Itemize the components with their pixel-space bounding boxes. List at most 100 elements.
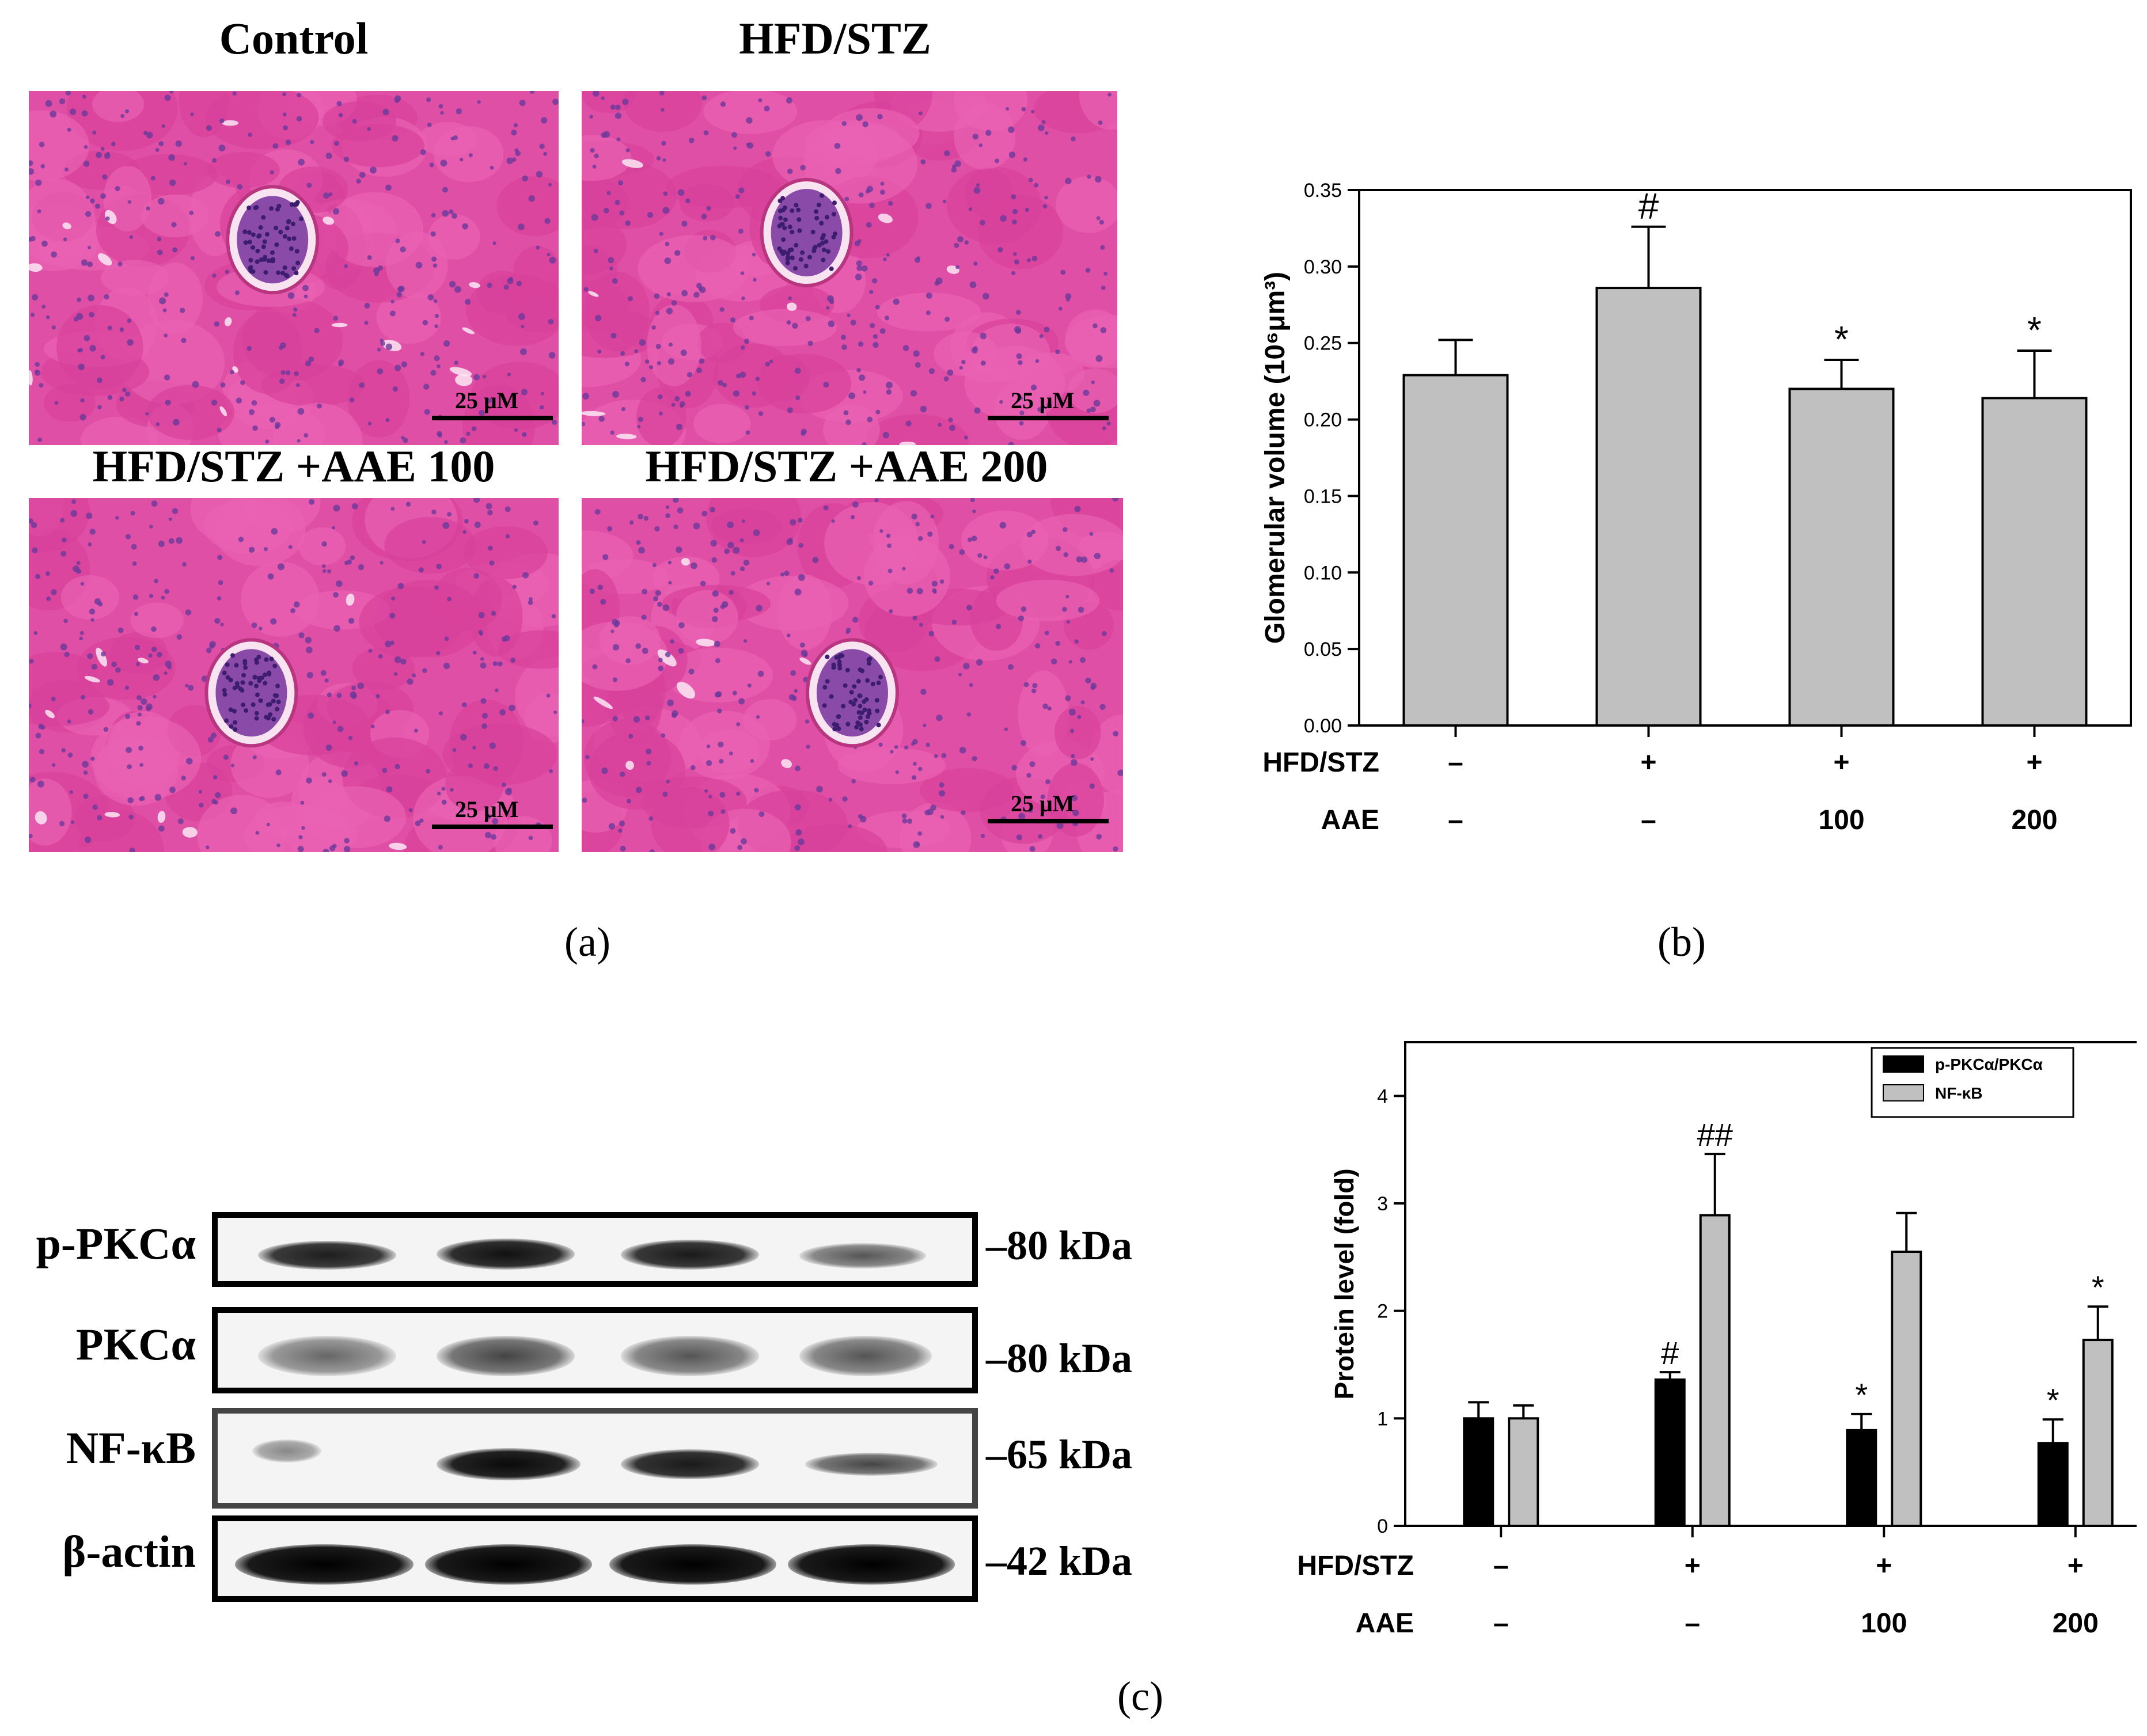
nucleus — [837, 653, 843, 658]
nucleus — [983, 293, 989, 300]
nucleus — [756, 715, 760, 719]
nucleus — [71, 499, 77, 504]
nucleus — [906, 818, 913, 824]
nucleus — [519, 348, 527, 355]
nucleus — [437, 791, 441, 796]
nucleus — [1044, 630, 1049, 636]
nucleus — [1072, 810, 1079, 816]
nucleus — [817, 242, 822, 248]
nucleus — [980, 360, 986, 366]
nucleus — [690, 765, 696, 770]
nucleus — [1062, 527, 1068, 533]
nucleus — [35, 179, 42, 186]
nucleus — [629, 520, 634, 525]
nucleus — [31, 522, 37, 529]
nucleus — [856, 265, 863, 272]
nucleus — [514, 428, 518, 432]
nucleus — [101, 651, 106, 657]
nucleus — [305, 636, 312, 644]
nucleus — [230, 653, 236, 658]
nucleus — [333, 504, 340, 512]
nucleus — [234, 681, 240, 686]
nucleus — [674, 250, 681, 256]
nucleus — [780, 572, 784, 577]
nucleus — [1074, 506, 1081, 512]
nucleus — [1063, 552, 1069, 557]
tubule-region — [651, 787, 730, 852]
nucleus — [1066, 620, 1070, 624]
bar — [2082, 1339, 2114, 1527]
nucleus — [136, 695, 142, 701]
nucleus — [657, 602, 662, 607]
y-axis-label: Glomerular volume (10⁶μm³) — [1260, 272, 1291, 644]
nucleus — [824, 239, 829, 244]
nucleus — [625, 148, 630, 153]
nucleus — [217, 596, 222, 601]
nucleus — [671, 402, 676, 407]
nucleus — [855, 720, 860, 725]
lumen — [799, 658, 811, 665]
nucleus — [977, 553, 983, 558]
nucleus — [83, 793, 89, 799]
nucleus — [37, 780, 44, 788]
nucleus — [894, 745, 898, 749]
nucleus — [856, 576, 861, 580]
nucleus — [744, 339, 750, 344]
nucleus — [298, 158, 305, 166]
nucleus — [151, 500, 158, 507]
nucleus — [254, 660, 259, 665]
nucleus — [708, 810, 714, 816]
nucleus — [125, 391, 131, 397]
nucleus — [485, 503, 492, 510]
nucleus — [1047, 706, 1052, 711]
nucleus — [549, 256, 556, 264]
nucleus — [1109, 568, 1114, 573]
nucleus — [344, 560, 349, 565]
nucleus — [610, 104, 616, 110]
nucleus — [479, 409, 485, 416]
nucleus — [1016, 353, 1022, 359]
tubule-region — [647, 304, 701, 386]
nucleus — [609, 267, 613, 271]
nucleus — [168, 517, 172, 521]
nucleus — [546, 693, 551, 698]
nucleus — [665, 513, 670, 518]
kda-label-pkca: –80 kDa — [986, 1335, 1133, 1381]
treatment-cell: 200 — [2011, 805, 2057, 835]
nucleus — [744, 639, 748, 643]
nucleus — [812, 557, 819, 563]
nucleus — [1032, 683, 1038, 689]
nucleus — [1071, 754, 1075, 758]
nucleus — [1101, 631, 1107, 636]
nucleus — [176, 634, 183, 640]
nucleus — [297, 845, 304, 852]
nucleus — [625, 220, 631, 226]
kda-label-p-pkca: –80 kDa — [986, 1222, 1133, 1268]
nucleus — [254, 205, 259, 210]
nucleus — [1039, 334, 1044, 339]
nucleus — [394, 763, 400, 770]
nucleus — [1037, 407, 1042, 412]
nucleus — [1030, 384, 1037, 391]
nucleus — [280, 342, 286, 349]
legend-swatch — [1883, 1084, 1924, 1101]
nucleus — [84, 836, 92, 844]
nucleus — [800, 250, 805, 255]
nucleus — [271, 717, 276, 722]
nucleus — [1038, 834, 1043, 839]
nucleus — [185, 758, 193, 765]
nucleus — [703, 235, 708, 241]
nucleus — [836, 726, 841, 731]
nucleus — [750, 759, 754, 763]
nucleus — [464, 299, 471, 305]
nucleus — [214, 792, 221, 799]
nucleus — [444, 440, 448, 444]
y-tick-label: 0.20 — [1304, 409, 1342, 431]
nucleus — [942, 199, 947, 203]
nucleus — [270, 250, 275, 255]
nucleus — [434, 585, 439, 590]
nucleus — [541, 117, 548, 124]
nucleus — [169, 179, 176, 187]
nucleus — [999, 400, 1003, 404]
nucleus — [246, 345, 252, 351]
